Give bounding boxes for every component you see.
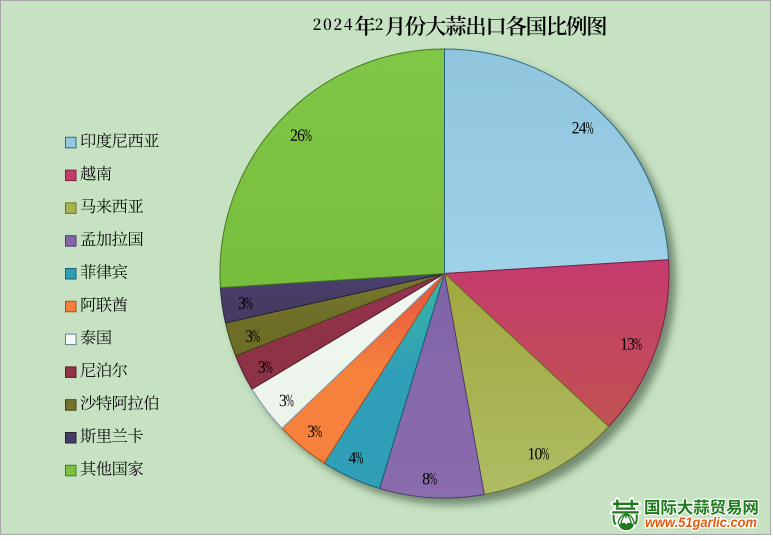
svg-text:www.51garlic.com: www.51garlic.com: [645, 515, 757, 530]
svg-text:www.51garlic.com: www.51garlic.com: [645, 515, 757, 530]
